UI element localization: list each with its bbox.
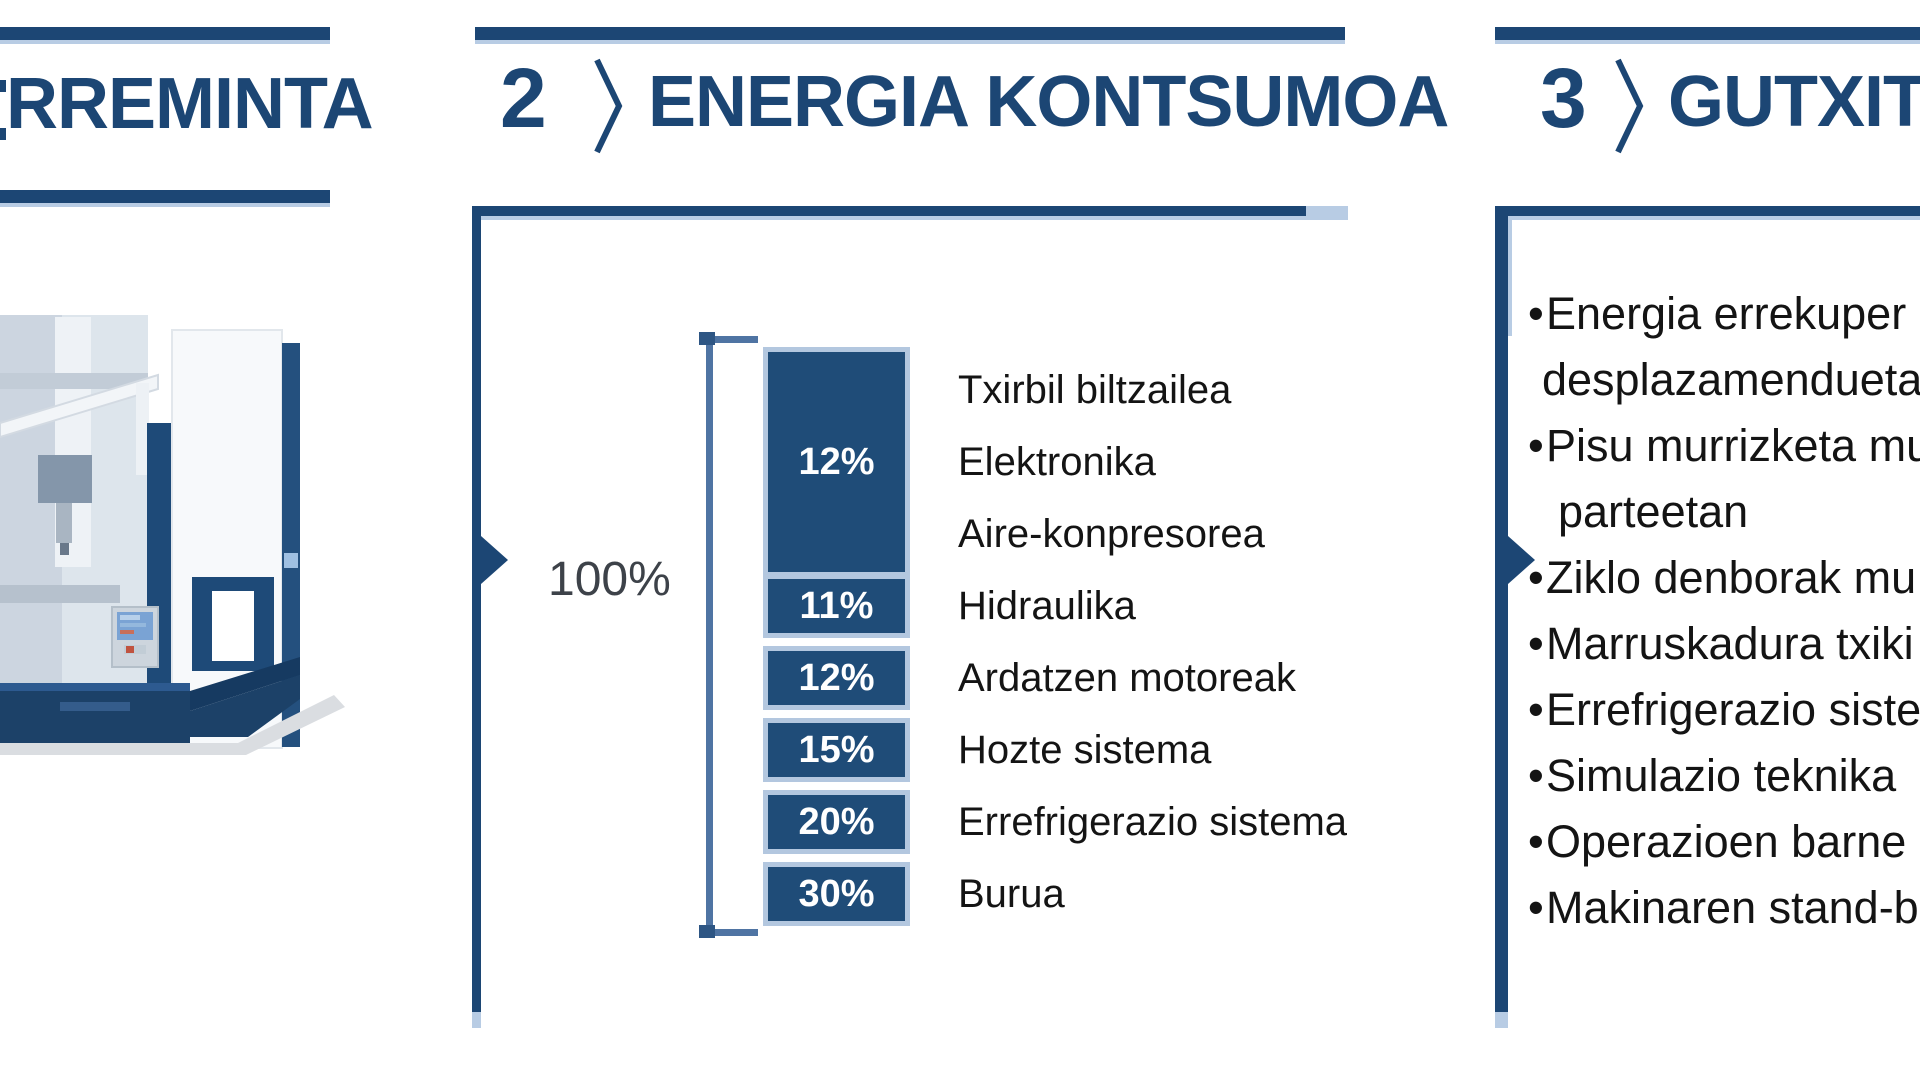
panel3-number: 3 [1540, 51, 1587, 145]
chart-bar: 11% [763, 574, 910, 638]
panel2-box-left-border [472, 206, 481, 1012]
panel3-box-left-border [1495, 206, 1508, 1012]
chart-bar: 12% [763, 646, 910, 710]
list-item-continuation: parteetan [1558, 486, 1749, 537]
list-item: •Ziklo denborak mu [1528, 548, 1920, 614]
panel2-box-top-border [472, 206, 1348, 216]
bracket-bottom-nub [699, 925, 715, 938]
panel2-box-left-border-cap [472, 1012, 481, 1028]
chart-label: Hozte sistema [958, 728, 1212, 772]
chart-label: Aire-konpresorea [958, 512, 1265, 556]
list-item: •Energia errekuper [1528, 284, 1920, 350]
chart-bar: 20% [763, 790, 910, 854]
chart-bar: 30% [763, 862, 910, 926]
bracket-top-tick [706, 336, 758, 343]
bullet-icon: • [1528, 618, 1544, 669]
panel3-box-left-border-cap [1495, 1012, 1508, 1028]
bullet-icon: • [1528, 750, 1544, 801]
arrow-right-icon [1508, 536, 1535, 584]
panel3-box-top-border [1495, 206, 1920, 216]
chart-label-column: Txirbil biltzailea Elektronika Aire-konp… [958, 354, 1347, 930]
bullet-icon: • [1528, 816, 1544, 867]
panel1-title: RREMINTA [6, 64, 374, 144]
bullet-icon: • [1528, 288, 1544, 339]
list-item: •Pisu murrizketa mu [1528, 416, 1920, 482]
panel2-title: ENERGIA KONTSUMOA [648, 62, 1449, 142]
bullet-icon: • [1528, 552, 1544, 603]
panel2-number: 2 [500, 51, 547, 145]
panel3-box-inner-highlight [1508, 216, 1512, 336]
chart-label: Elektronika [958, 440, 1156, 484]
list-item-continuation: desplazamendueta [1542, 354, 1920, 405]
chart-label: Burua [958, 872, 1065, 916]
total-percentage-label: 100% [548, 553, 671, 606]
chart-bar-value: 20% [798, 800, 875, 843]
chart-bar-value: 15% [798, 728, 875, 771]
list-item: •Errefrigerazio siste [1528, 680, 1920, 746]
panel1-underline-bar [0, 190, 330, 203]
panel1-clipped-letter-fragment [0, 80, 6, 92]
chart-bar-value: 30% [798, 872, 875, 915]
panel3-top-bar [1495, 27, 1920, 40]
bullet-icon: • [1528, 420, 1544, 471]
chart-label: Txirbil biltzailea [958, 368, 1232, 412]
bracket-vertical-line [706, 336, 713, 936]
chart-bar-value: 12% [798, 656, 875, 699]
panel1-clipped-letter-fragment [0, 128, 6, 140]
chart-bar: 15% [763, 718, 910, 782]
machine-image [0, 315, 345, 755]
bullet-icon: • [1528, 684, 1544, 735]
chart-bar-group: 12% [763, 347, 910, 577]
chart-label: Ardatzen motoreak [958, 656, 1296, 700]
chart-bar-value: 12% [798, 440, 875, 483]
panel3-bullet-list: •Energia errekuper desplazamendueta •Pis… [1528, 284, 1920, 944]
chart-bar-value: 11% [799, 584, 874, 627]
bracket-top-nub [699, 332, 715, 345]
arrow-right-icon [481, 536, 508, 584]
list-item: •Makinaren stand-b [1528, 878, 1920, 944]
panel3-title: GUTXITZ [1668, 62, 1920, 142]
panel1-top-bar [0, 27, 330, 40]
chart-label: Hidraulika [958, 584, 1136, 628]
bullet-icon: • [1528, 882, 1544, 933]
chevron-right-icon [1615, 58, 1644, 154]
panel2-box-top-border-cap [1306, 206, 1348, 216]
bracket-bottom-tick [706, 929, 758, 936]
list-item: •Marruskadura txiki [1528, 614, 1920, 680]
list-item: •Simulazio teknika [1528, 746, 1920, 812]
chevron-right-icon [594, 58, 623, 154]
panel2-top-bar [475, 27, 1345, 40]
chart-label: Errefrigerazio sistema [958, 800, 1348, 844]
list-item: •Operazioen barne [1528, 812, 1920, 878]
